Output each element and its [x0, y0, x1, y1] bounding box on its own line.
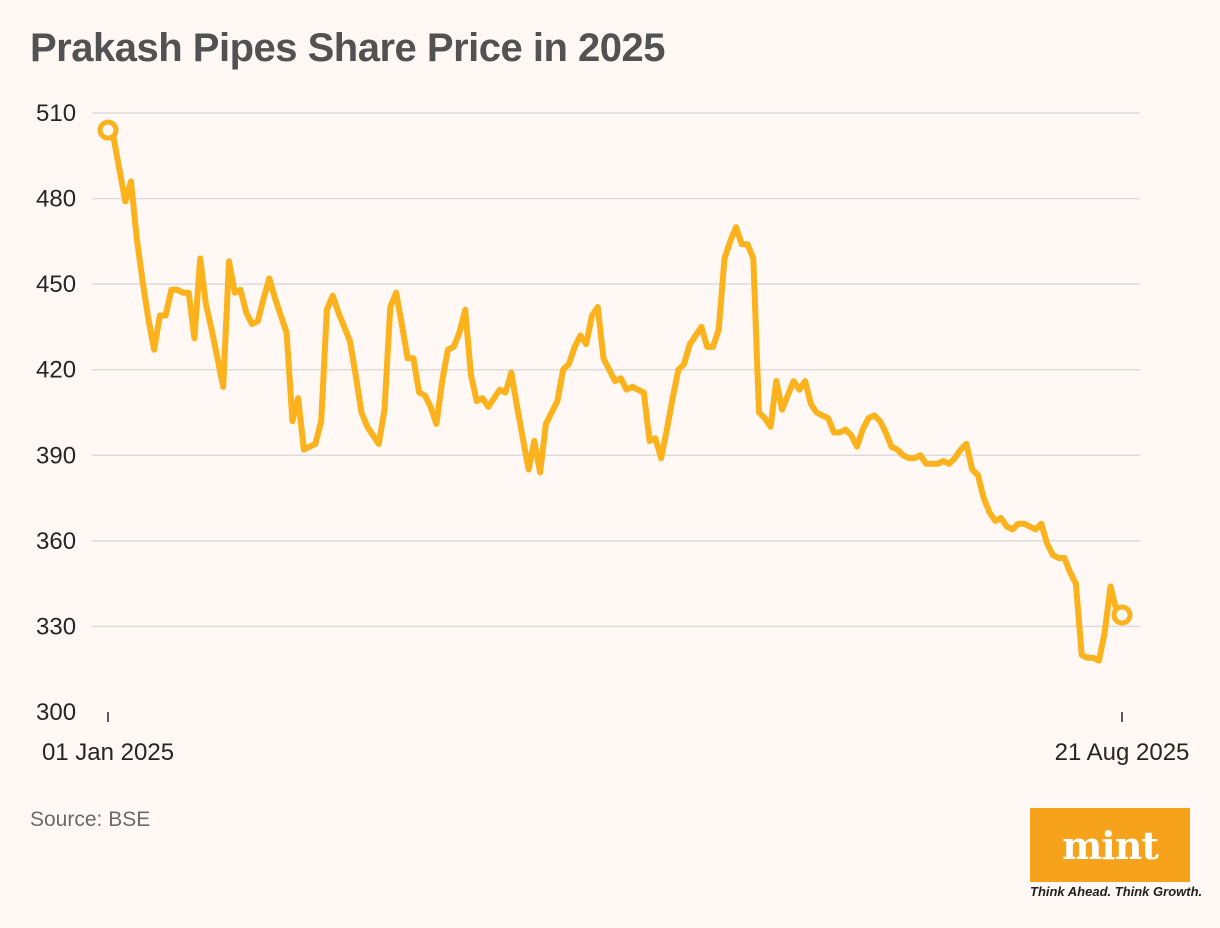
line-chart: 300 330 360 390 420 450 480 510 01 Jan 2025 21 A…	[36, 100, 1189, 766]
chart-title: Prakash Pipes Share Price in 2025	[30, 26, 666, 70]
y-tick-label: 330	[36, 613, 76, 640]
y-axis-ticks: 300 330 360 390 420 450 480 510	[36, 100, 76, 726]
brand-tagline: Think Ahead. Think Growth.	[1030, 884, 1203, 899]
source-note: Source: BSE	[30, 808, 151, 831]
series-group	[97, 119, 1133, 664]
x-tick-label: 01 Jan 2025	[42, 739, 174, 766]
y-tick-label: 300	[36, 699, 76, 726]
y-tick-label: 450	[36, 271, 76, 298]
series-line	[105, 127, 1125, 664]
mint-logo: mint	[1030, 808, 1190, 882]
y-tick-label: 390	[36, 442, 76, 469]
logo-wordmark: mint	[1062, 822, 1159, 868]
start-point-marker	[97, 119, 119, 141]
y-tick-label: 420	[36, 357, 76, 384]
x-tick-label: 21 Aug 2025	[1055, 739, 1190, 766]
y-tick-label: 360	[36, 528, 76, 555]
grid-lines	[92, 112, 1140, 628]
y-tick-label: 510	[36, 100, 76, 127]
x-axis-ticks: 01 Jan 2025 21 Aug 2025	[42, 712, 1189, 766]
y-tick-label: 480	[36, 186, 76, 213]
end-point-marker	[1111, 604, 1133, 626]
